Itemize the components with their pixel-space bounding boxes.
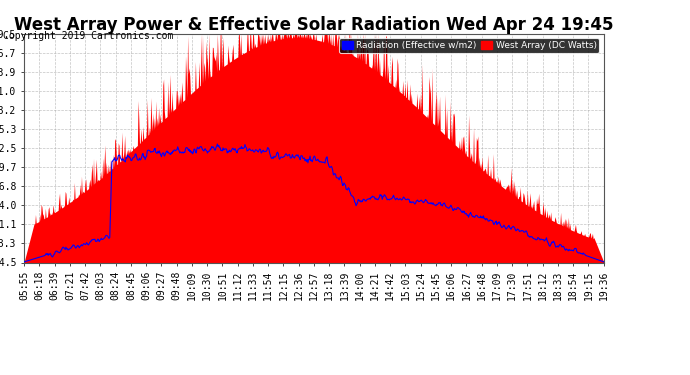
Text: Copyright 2019 Cartronics.com: Copyright 2019 Cartronics.com xyxy=(3,32,174,41)
Title: West Array Power & Effective Solar Radiation Wed Apr 24 19:45: West Array Power & Effective Solar Radia… xyxy=(14,16,613,34)
Legend: Radiation (Effective w/m2), West Array (DC Watts): Radiation (Effective w/m2), West Array (… xyxy=(339,38,599,53)
